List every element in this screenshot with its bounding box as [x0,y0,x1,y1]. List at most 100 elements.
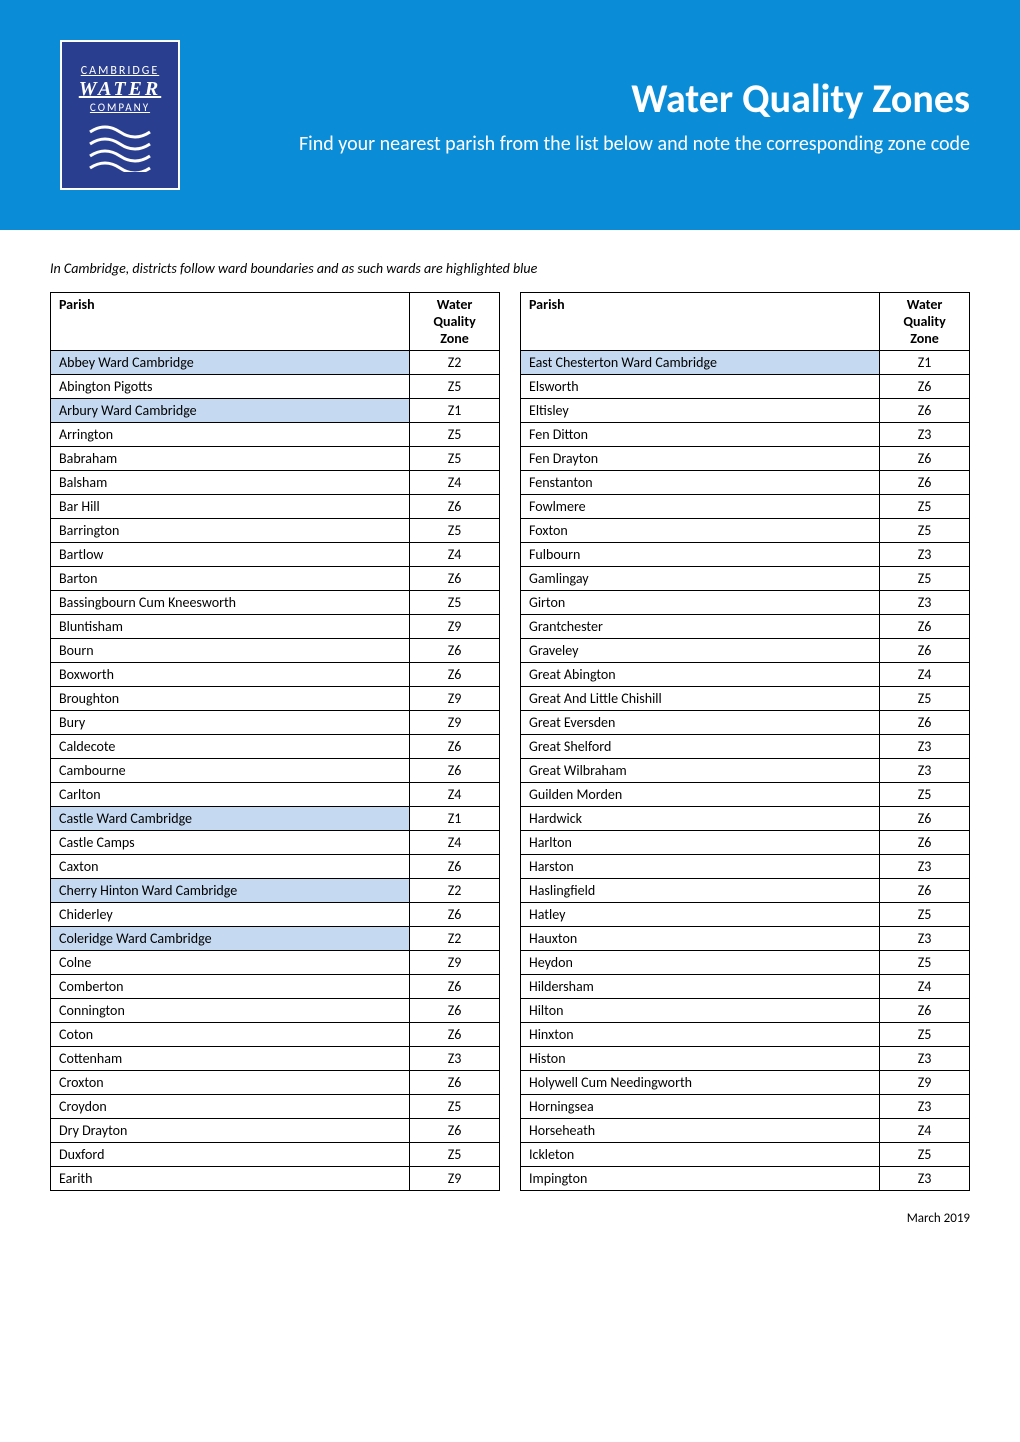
table-row: Abbey Ward CambridgeZ2 [51,351,500,375]
parish-cell: Great Shelford [521,735,880,759]
table-row: GrantchesterZ6 [521,615,970,639]
zone-cell: Z5 [880,783,970,807]
zone-cell: Z6 [880,639,970,663]
table-row: HiltonZ6 [521,999,970,1023]
parish-cell: Fowlmere [521,495,880,519]
parish-cell: Haslingfield [521,879,880,903]
footer-date: March 2019 [0,1201,1020,1256]
parish-cell: Hinxton [521,1023,880,1047]
table-row: ImpingtonZ3 [521,1167,970,1191]
parish-cell: Barton [51,567,410,591]
zone-cell: Z3 [880,591,970,615]
parish-header: Parish [51,293,410,351]
table-row: ColneZ9 [51,951,500,975]
table-row: Great And Little ChishillZ5 [521,687,970,711]
table-row: BoxworthZ6 [51,663,500,687]
table-row: East Chesterton Ward CambridgeZ1 [521,351,970,375]
ward-note: In Cambridge, districts follow ward boun… [50,260,970,277]
zone-cell: Z3 [880,1095,970,1119]
page-title: Water Quality Zones [299,74,970,123]
parish-cell: Arrington [51,423,410,447]
table-row: CroydonZ5 [51,1095,500,1119]
zone-cell: Z6 [880,447,970,471]
parish-header: Parish [521,293,880,351]
zone-cell: Z5 [880,519,970,543]
table-row: CaldecoteZ6 [51,735,500,759]
zone-cell: Z3 [880,1167,970,1191]
table-row: GirtonZ3 [521,591,970,615]
table-row: Cherry Hinton Ward CambridgeZ2 [51,879,500,903]
logo-text-water: WATER [79,78,161,101]
zone-cell: Z5 [410,423,500,447]
zone-cell: Z5 [410,1143,500,1167]
parish-cell: Hauxton [521,927,880,951]
table-row: ElsworthZ6 [521,375,970,399]
zone-cell: Z4 [880,1119,970,1143]
zone-header: Water Quality Zone [410,293,500,351]
zone-cell: Z6 [410,1023,500,1047]
table-row: CaxtonZ6 [51,855,500,879]
table-row: Castle Ward CambridgeZ1 [51,807,500,831]
zone-cell: Z4 [880,975,970,999]
parish-cell: Girton [521,591,880,615]
parish-cell: Fen Drayton [521,447,880,471]
page-subtitle: Find your nearest parish from the list b… [299,131,970,157]
zone-cell: Z3 [880,759,970,783]
zone-cell: Z5 [880,951,970,975]
parish-cell: Cherry Hinton Ward Cambridge [51,879,410,903]
zone-cell: Z9 [410,615,500,639]
logo-text-company: COMPANY [90,101,150,114]
parish-cell: Guilden Morden [521,783,880,807]
zone-cell: Z1 [410,807,500,831]
table-row: CambourneZ6 [51,759,500,783]
parish-cell: Castle Ward Cambridge [51,807,410,831]
table-row: Great WilbrahamZ3 [521,759,970,783]
table-row: ConningtonZ6 [51,999,500,1023]
zone-cell: Z5 [880,567,970,591]
table-row: Bar HillZ6 [51,495,500,519]
parish-cell: Histon [521,1047,880,1071]
parish-cell: Cottenham [51,1047,410,1071]
table-row: HaslingfieldZ6 [521,879,970,903]
zone-cell: Z5 [880,1143,970,1167]
zone-cell: Z6 [410,855,500,879]
zone-cell: Z6 [880,831,970,855]
parish-cell: Bassingbourn Cum Kneesworth [51,591,410,615]
table-row: BartonZ6 [51,567,500,591]
zone-cell: Z9 [410,687,500,711]
zone-cell: Z3 [880,927,970,951]
table-row: CombertonZ6 [51,975,500,999]
zone-cell: Z1 [410,399,500,423]
table-row: Fen DraytonZ6 [521,447,970,471]
logo-text-cambridge: CAMBRIDGE [81,64,159,78]
table-row: FulbournZ3 [521,543,970,567]
zone-cell: Z6 [880,615,970,639]
header-banner: CAMBRIDGE WATER COMPANY Water Quality Zo… [0,0,1020,230]
parish-cell: Duxford [51,1143,410,1167]
table-row: CroxtonZ6 [51,1071,500,1095]
table-header-row: Parish Water Quality Zone [521,293,970,351]
parish-cell: Croxton [51,1071,410,1095]
table-row: IckletonZ5 [521,1143,970,1167]
parish-cell: Impington [521,1167,880,1191]
table-row: HistonZ3 [521,1047,970,1071]
table-row: BroughtonZ9 [51,687,500,711]
content-area: In Cambridge, districts follow ward boun… [0,230,1020,1201]
table-row: FenstantonZ6 [521,471,970,495]
zone-cell: Z3 [410,1047,500,1071]
zone-cell: Z2 [410,351,500,375]
table-row: BluntishamZ9 [51,615,500,639]
zone-cell: Z4 [880,663,970,687]
table-row: HorningseaZ3 [521,1095,970,1119]
zone-cell: Z6 [410,663,500,687]
zone-cell: Z5 [410,375,500,399]
zone-header: Water Quality Zone [880,293,970,351]
table-row: HarltonZ6 [521,831,970,855]
zone-cell: Z5 [410,1095,500,1119]
parish-cell: Foxton [521,519,880,543]
zone-cell: Z3 [880,423,970,447]
parish-cell: Hatley [521,903,880,927]
parish-cell: Great Eversden [521,711,880,735]
zone-cell: Z4 [410,471,500,495]
zone-cell: Z6 [410,495,500,519]
